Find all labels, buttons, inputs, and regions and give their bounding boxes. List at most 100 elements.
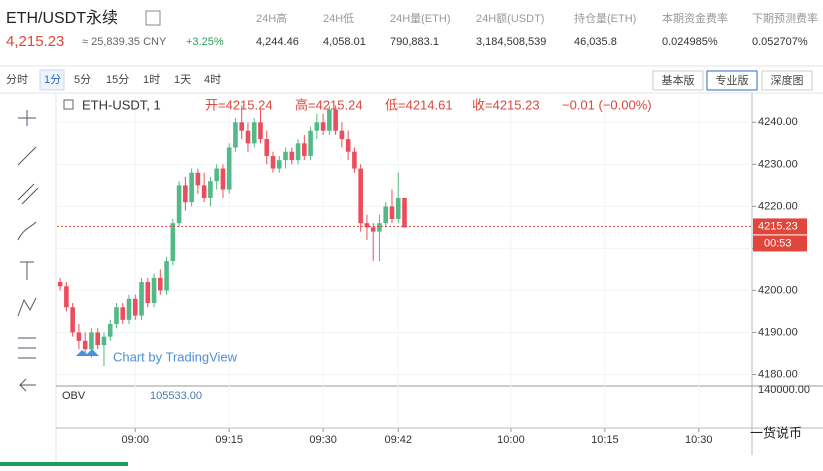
candle-body <box>239 122 245 131</box>
candle-body <box>189 172 194 203</box>
candle-body <box>114 307 119 325</box>
view-label[interactable]: 专业版 <box>716 73 749 87</box>
candle-body <box>120 307 126 320</box>
stat-value: 46,035.8 <box>574 36 617 48</box>
candle-body <box>226 147 232 190</box>
candle-body <box>289 151 295 161</box>
candle-body <box>295 143 301 161</box>
dropdown[interactable] <box>145 10 161 26</box>
candle-body <box>76 332 82 341</box>
tool-icon[interactable] <box>20 261 34 280</box>
stat-label: 持仓量(ETH) <box>574 11 636 25</box>
interval[interactable]: 分时 <box>6 73 28 86</box>
candle-body <box>333 109 338 131</box>
candle-body <box>214 168 219 182</box>
candle-body <box>245 130 251 144</box>
x-tick-label: 10:30 <box>685 434 713 446</box>
x-tick-label: 09:15 <box>215 434 243 446</box>
tool-icon[interactable] <box>17 146 37 166</box>
tool-icon[interactable] <box>17 221 37 241</box>
legend-item: 收=4215.23 <box>472 97 540 112</box>
candle-body <box>195 172 201 186</box>
stat-value: 4,058.01 <box>323 36 366 48</box>
interval[interactable]: 1分 <box>44 73 61 86</box>
candle-body <box>389 206 395 219</box>
candle-body <box>139 282 144 316</box>
interval[interactable]: 5分 <box>74 73 91 86</box>
candle-body <box>264 139 270 156</box>
candle-body <box>201 185 207 198</box>
candle-body <box>89 332 94 350</box>
candle-body <box>345 139 351 152</box>
legend: 开=4215.24 高=4215.24 低=4214.61 收=4215.23 −0.0… <box>205 97 652 112</box>
candle-body <box>82 340 88 350</box>
candle-body <box>170 223 176 262</box>
y-tick-label: 4190.00 <box>758 326 798 338</box>
candle-body <box>132 298 138 316</box>
y-tick-label: 4180.00 <box>758 368 798 380</box>
interval[interactable]: 1时 <box>143 73 160 86</box>
candle-body <box>327 109 332 131</box>
candle-body <box>164 261 169 291</box>
toolbar: 分时 1分 5分 15分 1时 1天 4时 基本版 专业版 深度图 <box>6 69 813 91</box>
obv-axis: 140000.00 <box>758 384 810 396</box>
stat-label: 下期预测费率 <box>752 11 818 25</box>
legend-item: 高=4215.24 <box>295 97 363 112</box>
collapse[interactable] <box>63 99 74 110</box>
legend-item: 低=4214.61 <box>385 97 453 112</box>
stat-label: 24H高 <box>256 11 287 25</box>
stat-value: 4,244.46 <box>256 36 299 48</box>
obv-value: 105533.00 <box>150 390 202 402</box>
legend-symbol: ETH-USDT, 1 <box>82 97 161 112</box>
candle-body <box>339 130 345 140</box>
y-tick-label: 4200.00 <box>758 284 798 296</box>
interval[interactable]: 4时 <box>204 73 221 86</box>
stat-value: 3,184,508,539 <box>476 36 546 48</box>
candle-body <box>64 286 69 308</box>
candle-body <box>233 122 238 148</box>
stat-label: 本期资金费率 <box>662 11 728 25</box>
candle-body <box>145 282 151 304</box>
candle-body <box>276 160 282 169</box>
interval[interactable]: 15分 <box>106 73 129 86</box>
candle-body <box>314 122 320 131</box>
stat-label: 24H低 <box>323 12 354 25</box>
candle-body <box>101 336 107 346</box>
candle-body <box>176 185 182 224</box>
tool-icon[interactable] <box>18 110 36 126</box>
legend-item: 开=4215.24 <box>205 97 273 112</box>
price-label: 4215.23 <box>758 220 798 232</box>
candle-body <box>183 185 188 203</box>
obv-label: OBV <box>62 390 86 402</box>
interval[interactable]: 1天 <box>174 74 191 86</box>
candle-body <box>364 223 370 228</box>
candle-body <box>308 130 313 156</box>
view-button[interactable] <box>706 70 758 91</box>
candle-body <box>283 151 288 161</box>
candle-body <box>107 324 113 337</box>
view-label[interactable]: 基本版 <box>662 73 695 87</box>
candle-body <box>395 197 401 219</box>
stat-label: 24H量(ETH) <box>390 12 451 25</box>
candle-body <box>302 143 307 156</box>
view-label[interactable]: 深度图 <box>771 73 804 87</box>
cny: ≈ 25,839.35 CNY <box>82 36 167 48</box>
tool-icon[interactable] <box>17 183 39 205</box>
view-button[interactable] <box>761 70 813 91</box>
stats: 24H高 4,244.46 24H低 4,058.01 24H量(ETH) 790,883… <box>256 11 818 48</box>
tool-icon[interactable] <box>17 297 37 317</box>
tool-icon[interactable] <box>18 378 36 392</box>
stat-label: 24H额(USDT) <box>476 12 544 25</box>
candle-body <box>70 307 75 333</box>
candle-body <box>320 122 326 131</box>
view-button[interactable] <box>652 70 704 91</box>
stat-value: 0.024985% <box>662 36 718 48</box>
symbol: ETH/USDT永续 <box>6 9 118 27</box>
y-tick-label: 4240.00 <box>758 116 798 128</box>
x-tick-label: 10:00 <box>497 434 525 446</box>
tv-logo <box>76 349 99 356</box>
candle-body <box>370 227 376 232</box>
candle-body <box>151 277 157 304</box>
tool-icon[interactable] <box>18 337 36 359</box>
